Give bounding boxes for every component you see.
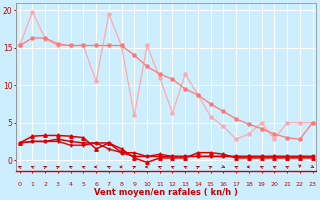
X-axis label: Vent moyen/en rafales ( kn/h ): Vent moyen/en rafales ( kn/h ) [94,188,238,197]
